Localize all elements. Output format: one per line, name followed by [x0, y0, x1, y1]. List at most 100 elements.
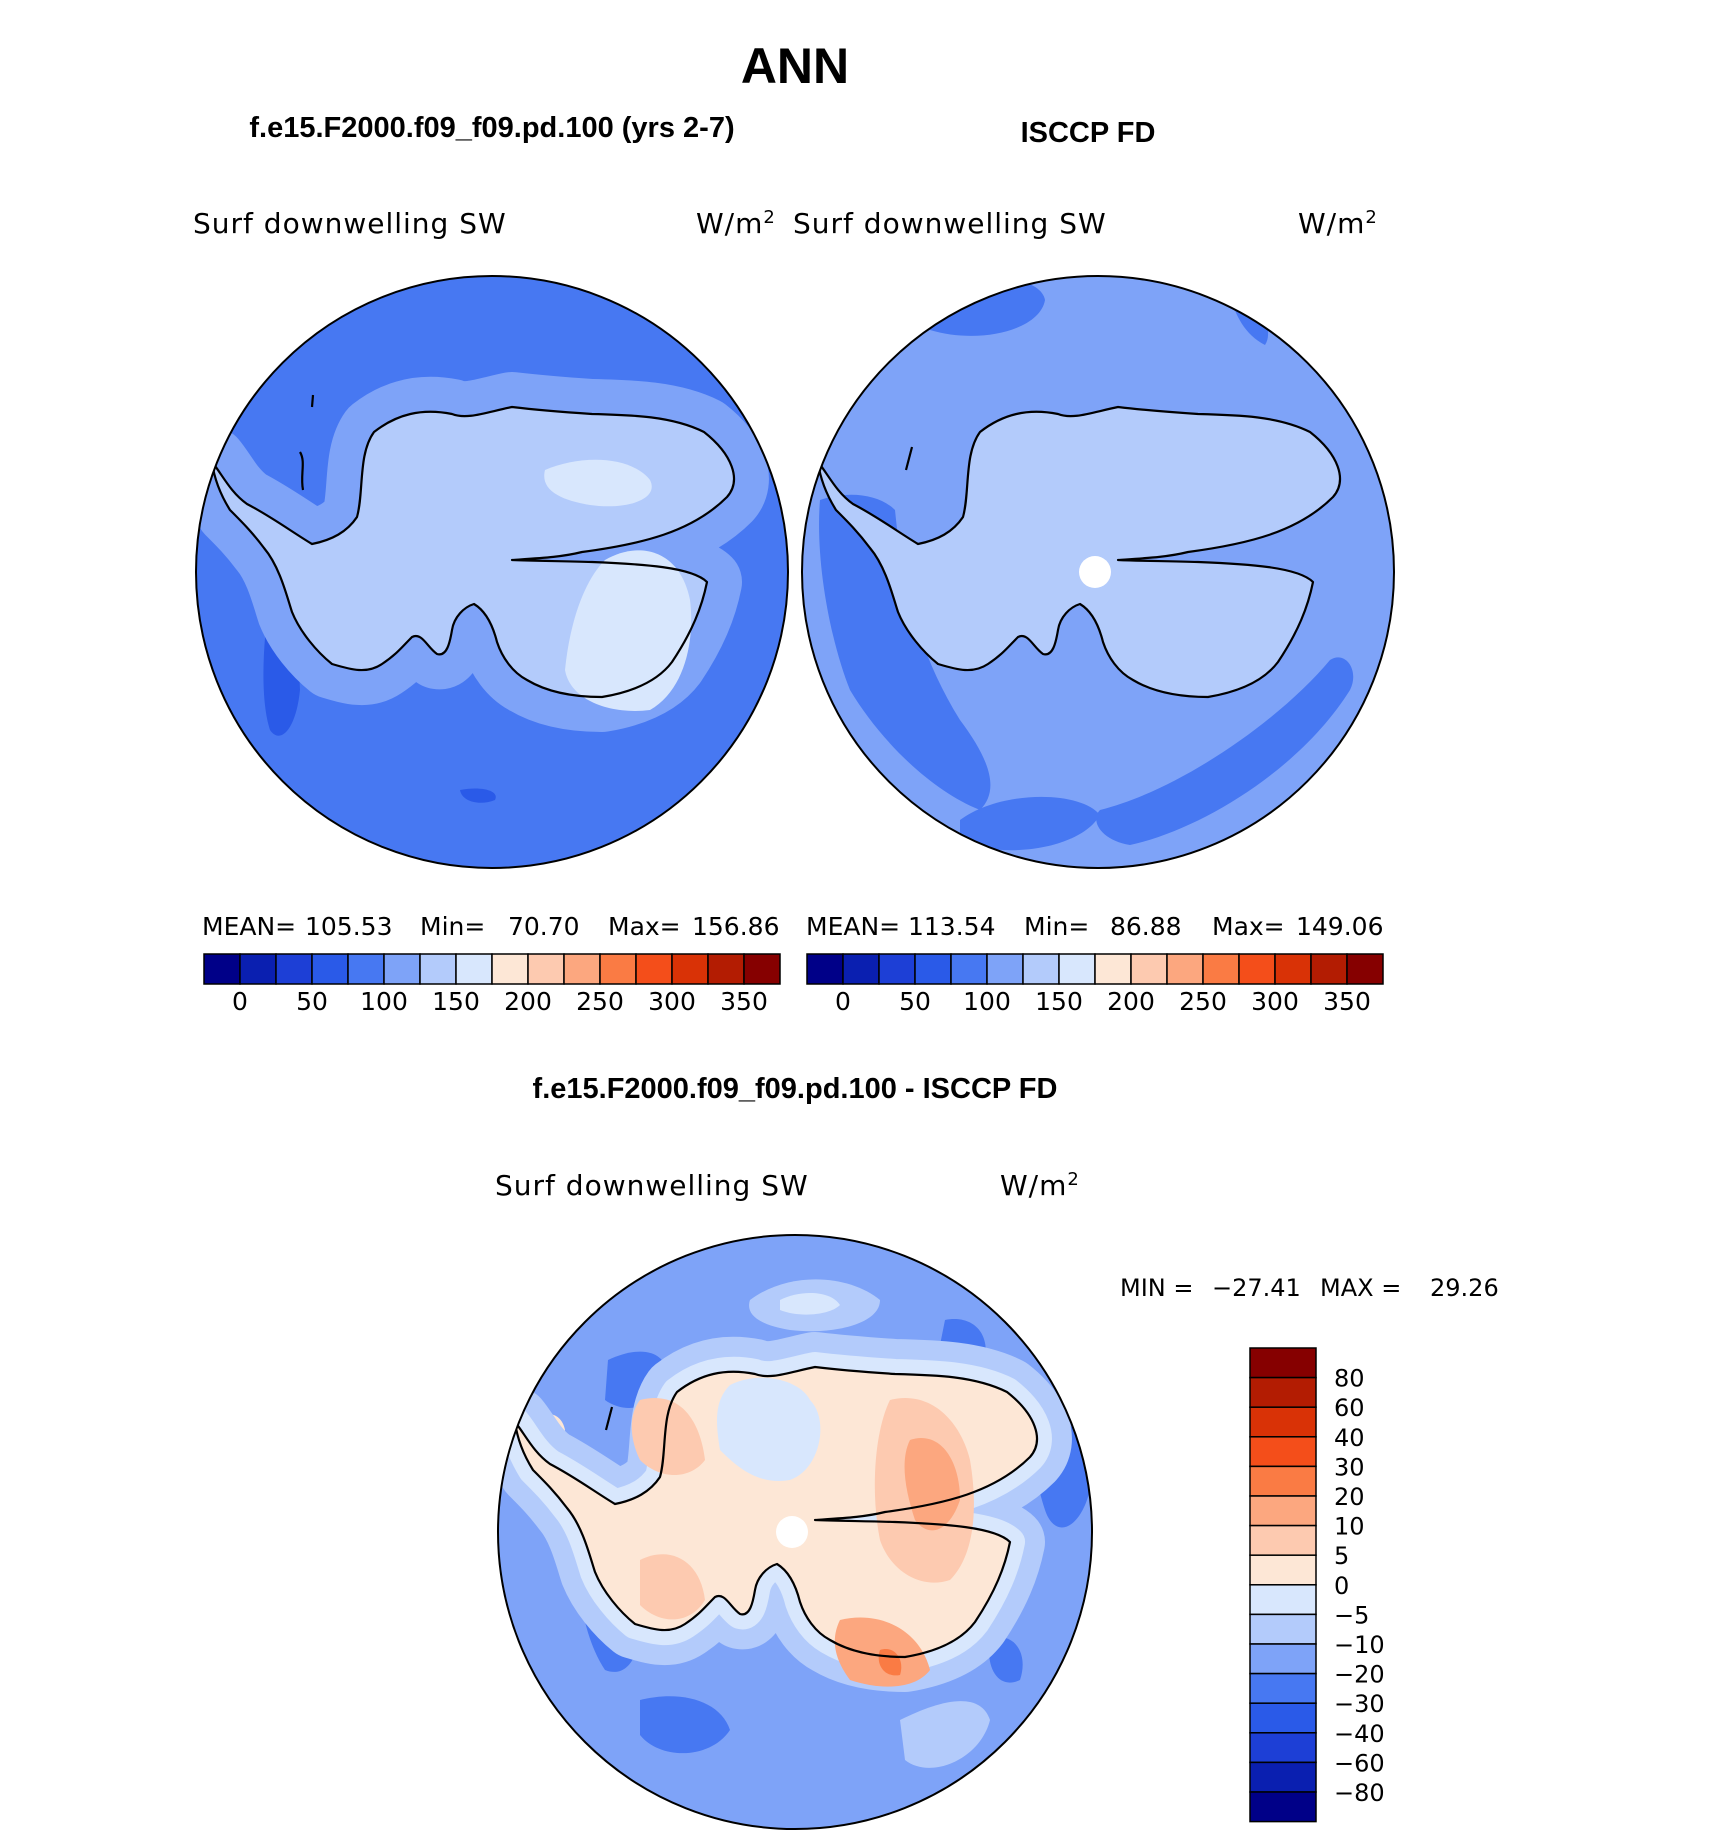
- panel-a-colorbar-swatch: [455, 953, 493, 985]
- panel-a-colorbar-swatch: [419, 953, 457, 985]
- svg-text:156.86: 156.86: [692, 912, 779, 941]
- diff-panel-colorbar-tick-label: −40: [1334, 1720, 1385, 1748]
- svg-text:Min=: Min=: [1024, 912, 1089, 941]
- svg-text:149.06: 149.06: [1296, 912, 1383, 941]
- diff-panel-units: W/m2: [1000, 1169, 1080, 1202]
- diff-panel-colorbar-swatch: [1249, 1347, 1317, 1379]
- panel-a-colorbar-tick-label: 300: [648, 987, 696, 1016]
- panel-b-colorbar-tick-label: 250: [1179, 987, 1227, 1016]
- panel-b-colorbar-swatch: [878, 953, 916, 985]
- svg-text:−27.41: −27.41: [1212, 1274, 1301, 1302]
- diff-panel-map: [498, 1235, 1092, 1829]
- diff-panel-colorbar-swatch: [1249, 1465, 1317, 1497]
- svg-text:MEAN=: MEAN=: [806, 912, 900, 941]
- diff-panel-pole-missing: [776, 1516, 808, 1548]
- panel-a-variable: Surf downwelling SW: [193, 207, 507, 240]
- diff-panel-colorbar-tick-label: −60: [1334, 1749, 1385, 1777]
- panel-b-colorbar-tick-label: 300: [1251, 987, 1299, 1016]
- diff-panel-title: f.e15.F2000.f09_f09.pd.100 - ISCCP FD: [533, 1073, 1058, 1105]
- panel-a-colorbar-swatch: [347, 953, 385, 985]
- panel-b-colorbar-swatch: [1346, 953, 1384, 985]
- panel-a-colorbar-swatch: [203, 953, 241, 985]
- diff-panel-colorbar-tick-label: −5: [1334, 1601, 1369, 1629]
- svg-text:Min=: Min=: [420, 912, 485, 941]
- diff-panel-colorbar-swatch: [1249, 1495, 1317, 1527]
- diff-panel-colorbar-swatch: [1249, 1524, 1317, 1556]
- panel-a-colorbar-swatch: [743, 953, 781, 985]
- diff-panel-colorbar-swatch: [1249, 1732, 1317, 1764]
- panel-a-colorbar-swatch: [563, 953, 601, 985]
- panel-b-stats: MEAN= 113.54 Min= 86.88 Max= 149.06: [806, 912, 1383, 941]
- diff-panel-colorbar-swatch: [1249, 1761, 1317, 1793]
- panel-b-colorbar-tick-label: 200: [1107, 987, 1155, 1016]
- panel-b-colorbar-swatch: [1202, 953, 1240, 985]
- panel-b-colorbar-swatch: [1274, 953, 1312, 985]
- panel-a-colorbar-tick-label: 50: [296, 987, 328, 1016]
- panel-b-colorbar-tick-label: 150: [1035, 987, 1083, 1016]
- svg-text:86.88: 86.88: [1110, 912, 1182, 941]
- diff-panel-variable: Surf downwelling SW: [495, 1169, 809, 1202]
- diff-panel-colorbar-swatch: [1249, 1643, 1317, 1675]
- panel-a-title: f.e15.F2000.f09_f09.pd.100 (yrs 2-7): [249, 112, 734, 144]
- panel-b-colorbar-swatch: [986, 953, 1024, 985]
- panel-a-colorbar-swatch: [311, 953, 349, 985]
- diff-panel-colorbar-tick-label: 60: [1334, 1394, 1365, 1422]
- diff-panel-colorbar-tick-label: −10: [1334, 1631, 1385, 1659]
- panel-b-colorbar-swatch: [1310, 953, 1348, 985]
- diff-panel-colorbar-tick-label: −20: [1334, 1661, 1385, 1689]
- panel-b-colorbar-tick-label: 0: [835, 987, 851, 1016]
- panel-b-colorbar-swatch: [1022, 953, 1060, 985]
- panel-a-colorbar-swatch: [383, 953, 421, 985]
- diff-panel-colorbar-tick-label: 20: [1334, 1483, 1365, 1511]
- svg-text:MEAN=: MEAN=: [202, 912, 296, 941]
- panel-a-stats: MEAN= 105.53 Min= 70.70 Max= 156.86: [202, 912, 779, 941]
- diff-panel-colorbar-swatch: [1249, 1554, 1317, 1586]
- panel-a-colorbar-swatch: [599, 953, 637, 985]
- diff-panel-colorbar-tick-label: 30: [1334, 1453, 1365, 1481]
- svg-text:Max=: Max=: [608, 912, 681, 941]
- panel-a-border: [195, 275, 789, 869]
- panel-a-colorbar-swatch: [635, 953, 673, 985]
- diff-panel-colorbar-swatch: [1249, 1584, 1317, 1616]
- panel-a-colorbar-tick-label: 150: [432, 987, 480, 1016]
- panel-a-colorbar-tick-label: 250: [576, 987, 624, 1016]
- panel-a-colorbar-swatch: [275, 953, 313, 985]
- panel-b-units: W/m2: [1298, 207, 1378, 240]
- panel-b-colorbar-swatch: [1094, 953, 1132, 985]
- svg-text:MIN =: MIN =: [1120, 1274, 1193, 1302]
- diff-panel-border: [497, 1234, 1093, 1830]
- diff-panel-colorbar-tick-label: 0: [1334, 1572, 1349, 1600]
- diff-panel-colorbar-swatch: [1249, 1791, 1317, 1823]
- panel-b-title: ISCCP FD: [1021, 117, 1156, 149]
- svg-text:70.70: 70.70: [508, 912, 580, 941]
- diff-panel-colorbar-swatch: [1249, 1672, 1317, 1704]
- svg-text:29.26: 29.26: [1430, 1274, 1499, 1302]
- svg-text:113.54: 113.54: [908, 912, 995, 941]
- panel-a-colorbar-tick-label: 350: [720, 987, 768, 1016]
- panel-b-colorbar-tick-label: 100: [963, 987, 1011, 1016]
- diff-panel-colorbar-swatch: [1249, 1406, 1317, 1438]
- panel-a-colorbar: 0 50 100 150 200 250 300 350: [203, 953, 781, 1016]
- panel-b-colorbar-tick-label: 50: [899, 987, 931, 1016]
- panel-b-colorbar-swatch: [914, 953, 952, 985]
- panel-a-map: [196, 276, 788, 868]
- panel-b-colorbar-swatch: [1166, 953, 1204, 985]
- panel-b-colorbar-swatch: [806, 953, 844, 985]
- diff-panel-colorbar-tick-label: 5: [1334, 1542, 1349, 1570]
- panel-b-colorbar-swatch: [842, 953, 880, 985]
- diff-panel-colorbar-swatch: [1249, 1436, 1317, 1468]
- diff-panel-colorbar-tick-label: −80: [1334, 1779, 1385, 1807]
- panel-a-colorbar-swatch: [707, 953, 745, 985]
- panel-b-border: [801, 275, 1395, 869]
- panel-a-units: W/m2: [696, 207, 776, 240]
- diff-panel-colorbar-tick-label: 40: [1334, 1424, 1365, 1452]
- panel-a-colorbar-swatch: [239, 953, 277, 985]
- diff-panel-colorbar-swatch: [1249, 1702, 1317, 1734]
- panel-b-variable: Surf downwelling SW: [793, 207, 1107, 240]
- panel-a-colorbar-swatch: [527, 953, 565, 985]
- diff-panel-colorbar-tick-label: 80: [1334, 1365, 1365, 1393]
- svg-text:Max=: Max=: [1212, 912, 1285, 941]
- diff-panel-colorbar-swatch: [1249, 1376, 1317, 1408]
